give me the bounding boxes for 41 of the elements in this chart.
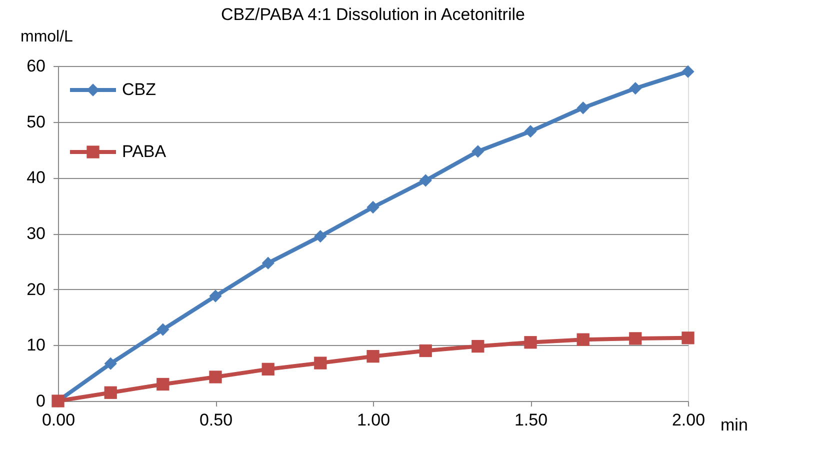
point: [262, 362, 274, 376]
x-tick-label: 0.00: [42, 410, 76, 430]
y-tick-label: 40: [26, 168, 46, 188]
x-tick-label: 1.00: [356, 410, 390, 430]
point: [629, 82, 642, 95]
point: [314, 230, 327, 243]
point: [209, 290, 222, 302]
x-tick-label: 2.00: [672, 410, 706, 430]
point: [524, 125, 537, 138]
point: [524, 336, 537, 349]
point: [576, 333, 590, 346]
point: [629, 332, 642, 345]
point: [104, 357, 117, 370]
point: [262, 256, 274, 270]
point: [472, 340, 484, 353]
point: [156, 323, 170, 336]
point: [682, 332, 694, 344]
y-tick-label: 10: [26, 336, 46, 355]
point: [156, 378, 170, 391]
point: [419, 174, 432, 187]
chart-title: CBZ/PABA 4:1 Dissolution in Acetonitrile: [221, 5, 525, 24]
x-axis-title: min: [720, 416, 748, 434]
point: [104, 386, 117, 399]
legend-label: CBZ: [122, 80, 156, 99]
x-tick-label: 1.50: [514, 410, 548, 430]
point: [576, 102, 590, 114]
point: [366, 350, 380, 363]
y-tick-label: 0: [36, 392, 46, 410]
point: [682, 65, 694, 78]
point: [209, 370, 222, 384]
point: [472, 145, 484, 158]
y-tick-label: 60: [26, 56, 46, 76]
x-tick-label: 0.50: [199, 410, 233, 430]
point: [314, 356, 327, 370]
y-axis-title: mmol/L: [20, 28, 74, 46]
point: [366, 200, 380, 214]
point: [419, 344, 432, 358]
y-tick-label: 50: [26, 112, 46, 132]
legend-label: PABA: [122, 142, 167, 161]
y-tick-label: 30: [26, 224, 46, 243]
y-tick-label: 20: [26, 280, 46, 299]
